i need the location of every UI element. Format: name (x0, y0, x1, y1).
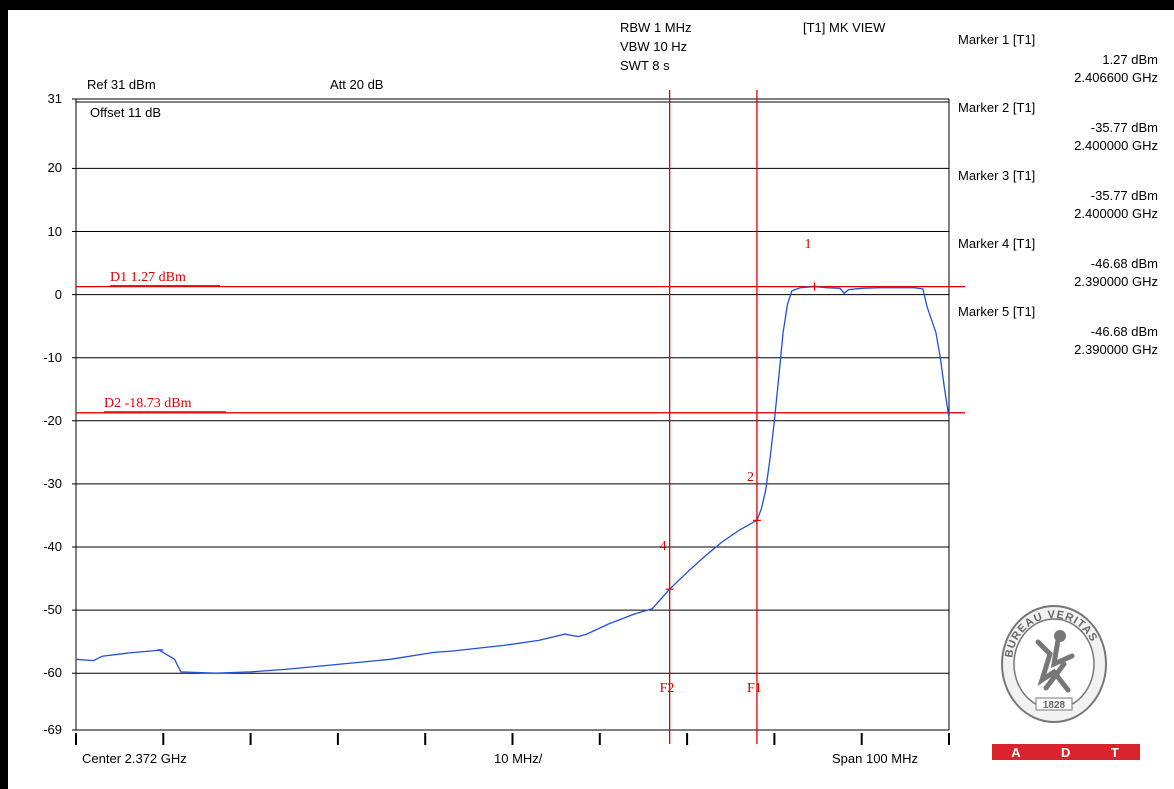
adt-letter: D (1061, 744, 1073, 760)
marker-frequency: 2.400000 GHz (1074, 138, 1158, 153)
vbw-label: VBW 10 Hz (620, 39, 688, 54)
div-label: 10 MHz/ (494, 751, 543, 766)
ref-label: Ref 31 dBm (87, 77, 156, 92)
analyzer-screen: RBW 1 MHz VBW 10 Hz SWT 8 s [T1] MK VIEW… (8, 10, 1174, 789)
marker-level: -35.77 dBm (1090, 120, 1158, 135)
display-line-label: D1 1.27 dBm (110, 269, 186, 285)
y-tick-label: 10 (47, 223, 62, 239)
marker-number: 1 (804, 236, 812, 252)
y-tick-label: -60 (43, 665, 62, 681)
marker-title: Marker 5 [T1] (958, 304, 1036, 319)
adt-bar: A D T (992, 744, 1140, 760)
spectrum-plot (72, 90, 965, 745)
adt-letter: A (1011, 744, 1023, 760)
marker-title: Marker 3 [T1] (958, 168, 1036, 183)
y-tick-label: 0 (54, 286, 62, 302)
y-tick-label: -40 (43, 539, 62, 554)
y-tick-label: 20 (47, 160, 62, 176)
center-label: Center 2.372 GHz (82, 751, 187, 766)
adt-letter: T (1110, 744, 1121, 760)
marker-number: 2 (746, 470, 754, 486)
marker-level: -35.77 dBm (1090, 188, 1158, 203)
marker-frequency: 2.400000 GHz (1074, 206, 1158, 221)
y-tick-label: -69 (43, 722, 62, 737)
y-tick-label: -50 (43, 602, 62, 618)
marker-frequency: 2.390000 GHz (1074, 274, 1158, 289)
marker-level: 1.27 dBm (1102, 52, 1158, 67)
spectrum-trace (75, 285, 950, 674)
bureau-veritas-logo: BUREAU VERITAS 1828 (1001, 605, 1107, 723)
marker-title: Marker 1 [T1] (958, 32, 1036, 47)
marker-level: -46.68 dBm (1090, 324, 1158, 339)
frequency-line-label: F2 (659, 681, 675, 696)
marker-title: Marker 4 [T1] (958, 236, 1036, 251)
span-label: Span 100 MHz (832, 751, 918, 766)
marker-frequency: 2.406600 GHz (1074, 70, 1158, 85)
y-tick-label: -20 (43, 412, 62, 428)
y-tick-label: -30 (43, 475, 62, 491)
display-lines (76, 285, 965, 414)
att-label: Att 20 dB (330, 77, 384, 92)
frequency-line-label: F1 (746, 681, 762, 696)
y-tick-label: -10 (43, 349, 62, 365)
marker-number: 4 (659, 539, 667, 555)
offset-label: Offset 11 dB (90, 105, 162, 120)
view-label: [T1] MK VIEW (803, 20, 886, 35)
marker-frequency: 2.390000 GHz (1074, 342, 1158, 357)
marker-title: Marker 2 [T1] (958, 100, 1036, 115)
marker-points (665, 282, 819, 594)
frequency-lines (668, 90, 758, 744)
rbw-label: RBW 1 MHz (620, 20, 692, 35)
y-tick-label: 31 (47, 91, 62, 106)
grid (72, 98, 950, 745)
display-line-label: D2 -18.73 dBm (104, 395, 192, 411)
marker-level: -46.68 dBm (1090, 256, 1158, 271)
swt-label: SWT 8 s (620, 58, 670, 73)
logo-year: 1828 (1043, 700, 1066, 711)
